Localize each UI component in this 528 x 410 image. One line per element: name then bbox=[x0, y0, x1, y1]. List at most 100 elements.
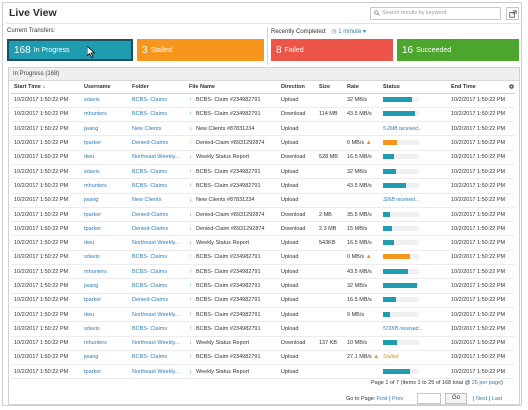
table-row[interactable]: 10/2/2017 1:50:22 PM tparker Denied-Claims… bbox=[11, 293, 515, 308]
download-arrow-icon: ↓ bbox=[189, 240, 192, 247]
interval-dropdown[interactable]: ◷ 1 minute ▾ bbox=[331, 29, 366, 35]
folder-link[interactable]: BCBS- Claims bbox=[129, 250, 186, 266]
folder-link[interactable]: BCBS- Claims bbox=[129, 350, 186, 366]
username-link[interactable]: jwang bbox=[81, 278, 129, 294]
table-row[interactable]: 10/2/2017 1:50:22 PM jwang New Clients ↓ New… bbox=[11, 193, 515, 208]
username-link[interactable]: sdavis bbox=[81, 164, 129, 180]
table-row[interactable]: 10/2/2017 1:50:22 PM mhunters BCBS- Claims… bbox=[11, 107, 515, 123]
gear-icon[interactable] bbox=[508, 83, 515, 90]
folder-link[interactable]: BCBS- Claims bbox=[129, 93, 186, 108]
table-row[interactable]: 10/2/2017 1:50:22 PM jwang New Clients ↓ New… bbox=[11, 121, 515, 137]
start-time-cell: 10/2/2017 1:50:22 PM bbox=[11, 278, 81, 294]
rate-cell: 15 MB/s bbox=[344, 221, 380, 237]
username-link[interactable]: mhunters bbox=[81, 264, 129, 280]
username-link[interactable]: jwang bbox=[81, 350, 129, 366]
username-link[interactable]: mhunters bbox=[81, 107, 129, 123]
table-row[interactable]: 10/2/2017 1:50:22 PM dwu Northeast Weekly.… bbox=[11, 235, 515, 251]
username-link[interactable]: dwu bbox=[81, 307, 129, 323]
table-row[interactable]: 10/2/2017 1:50:22 PM dwu Northeast Weekly.… bbox=[11, 307, 515, 323]
file-name-text: Denied-Claim #8931292874 bbox=[196, 211, 265, 218]
username-link[interactable]: tparker bbox=[81, 207, 129, 223]
folder-link[interactable]: Denied-Claims bbox=[129, 207, 186, 223]
folder-link[interactable]: Denied-Claims bbox=[129, 293, 186, 308]
username-link[interactable]: jwang bbox=[81, 193, 129, 208]
username-link[interactable]: tparker bbox=[81, 364, 129, 380]
end-time-cell: 10/2/2017 1:50:22 PM bbox=[448, 121, 515, 137]
col-start-time[interactable]: Start Time ↓ bbox=[11, 81, 81, 94]
username-link[interactable]: tparker bbox=[81, 135, 129, 151]
prev-page-link[interactable]: Prev bbox=[392, 396, 404, 402]
col-rate[interactable]: Rate bbox=[344, 81, 380, 94]
table-row[interactable]: 10/2/2017 1:50:22 PM mhunters BCBS- Claims… bbox=[11, 178, 515, 194]
folder-link[interactable]: BCBS- Claims bbox=[129, 321, 186, 337]
folder-link[interactable]: BCBS- Claims bbox=[129, 107, 186, 123]
username-link[interactable]: tparker bbox=[81, 221, 129, 237]
col-status[interactable]: Status bbox=[380, 81, 448, 94]
col-size[interactable]: Size bbox=[316, 81, 344, 94]
first-page-link[interactable]: First bbox=[376, 396, 388, 402]
table-row[interactable]: 10/2/2017 1:50:22 PM dwu Northeast Weekly.… bbox=[11, 150, 515, 165]
title-divider bbox=[6, 23, 522, 24]
table-row[interactable]: 10/2/2017 1:50:22 PM mhunters Northeast We… bbox=[11, 336, 515, 351]
folder-link[interactable]: BCBS- Claims bbox=[129, 164, 186, 180]
file-name-cell: ↑ BCBS- Claim #234982791 bbox=[186, 293, 278, 308]
table-row[interactable]: 10/2/2017 1:50:22 PM tparker Denied-Claims… bbox=[11, 207, 515, 223]
open-external-button[interactable] bbox=[506, 7, 519, 20]
last-page-link[interactable]: Last bbox=[491, 396, 503, 402]
rate-cell: 16.5 MB/s bbox=[344, 150, 380, 165]
username-link[interactable]: sdavis bbox=[81, 93, 129, 108]
username-link[interactable]: dwu bbox=[81, 235, 129, 251]
table-row[interactable]: 10/2/2017 1:50:22 PM mhunters BCBS- Claims… bbox=[11, 264, 515, 280]
folder-link[interactable]: New Clients bbox=[129, 121, 186, 137]
progress-bar bbox=[383, 140, 419, 146]
folder-link[interactable]: Northeast Weekly... bbox=[129, 235, 186, 251]
in-progress-tile[interactable]: 168 In Progress bbox=[7, 39, 133, 61]
table-row[interactable]: 10/2/2017 1:50:22 PM sdavis BCBS- Claims ↑ B… bbox=[11, 321, 515, 337]
table-row[interactable]: 10/2/2017 1:50:22 PM jwang BCBS- Claims ↑ BC… bbox=[11, 350, 515, 366]
username-link[interactable]: sdavis bbox=[81, 321, 129, 337]
progress-bar bbox=[383, 240, 419, 246]
folder-link[interactable]: Northeast Weekly... bbox=[129, 150, 186, 165]
rate-cell: 0 MB/s ▲ bbox=[344, 250, 380, 266]
table-row[interactable]: 10/2/2017 1:50:22 PM sdavis BCBS- Claims ↑ B… bbox=[11, 164, 515, 180]
username-link[interactable]: dwu bbox=[81, 150, 129, 165]
folder-link[interactable]: Northeast Weekly... bbox=[129, 307, 186, 323]
table-row[interactable]: 10/2/2017 1:50:22 PM tparker Northeast Wee… bbox=[11, 364, 515, 380]
table-row[interactable]: 10/2/2017 1:50:22 PM tparker Denied-Claims… bbox=[11, 221, 515, 237]
folder-link[interactable]: Northeast Weekly... bbox=[129, 336, 186, 351]
stalled-tile[interactable]: 3 Stalled bbox=[137, 39, 264, 61]
next-page-link[interactable]: Next bbox=[475, 396, 488, 402]
per-page-link[interactable]: 25 per page bbox=[471, 380, 502, 386]
end-time-cell: 10/2/2017 1:50:22 PM bbox=[448, 107, 515, 123]
end-time-cell: 10/2/2017 1:50:22 PM bbox=[448, 164, 515, 180]
username-link[interactable]: sdavis bbox=[81, 250, 129, 266]
succeeded-tile[interactable]: 16 Succeeded bbox=[397, 39, 519, 61]
table-row[interactable]: 10/2/2017 1:50:22 PM jwang BCBS- Claims ↑ BC… bbox=[11, 278, 515, 294]
file-name-text: Weekly Status Report bbox=[196, 154, 250, 161]
col-username[interactable]: Username bbox=[81, 81, 129, 94]
page-number-input[interactable] bbox=[417, 393, 441, 404]
folder-link[interactable]: BCBS- Claims bbox=[129, 278, 186, 294]
username-link[interactable]: mhunters bbox=[81, 178, 129, 194]
table-row[interactable]: 10/2/2017 1:50:22 PM tparker Denied-Claims… bbox=[11, 135, 515, 151]
status-cell bbox=[380, 164, 448, 180]
table-row[interactable]: 10/2/2017 1:50:22 PM sdavis BCBS- Claims ↑ B… bbox=[11, 93, 515, 108]
col-folder[interactable]: Folder bbox=[129, 81, 186, 94]
col-direction[interactable]: Direction bbox=[278, 81, 316, 94]
folder-link[interactable]: New Clients bbox=[129, 193, 186, 208]
go-button[interactable]: Go bbox=[445, 393, 467, 404]
username-link[interactable]: tparker bbox=[81, 293, 129, 308]
col-end-time[interactable]: End Time bbox=[448, 81, 515, 94]
folder-link[interactable]: Denied-Claims bbox=[129, 221, 186, 237]
file-name-text: Weekly Status Report bbox=[196, 368, 250, 375]
username-link[interactable]: jwang bbox=[81, 121, 129, 137]
failed-tile[interactable]: 8 Failed bbox=[271, 39, 393, 61]
col-file-name[interactable]: File Name bbox=[186, 81, 278, 94]
folder-link[interactable]: BCBS- Claims bbox=[129, 264, 186, 280]
search-input[interactable]: Search results by keyword bbox=[370, 7, 501, 20]
folder-link[interactable]: Northeast Weekly... bbox=[129, 364, 186, 380]
folder-link[interactable]: Denied-Claims bbox=[129, 135, 186, 151]
username-link[interactable]: mhunters bbox=[81, 336, 129, 351]
table-row[interactable]: 10/2/2017 1:50:22 PM sdavis BCBS- Claims ↑ B… bbox=[11, 250, 515, 266]
folder-link[interactable]: BCBS- Claims bbox=[129, 178, 186, 194]
